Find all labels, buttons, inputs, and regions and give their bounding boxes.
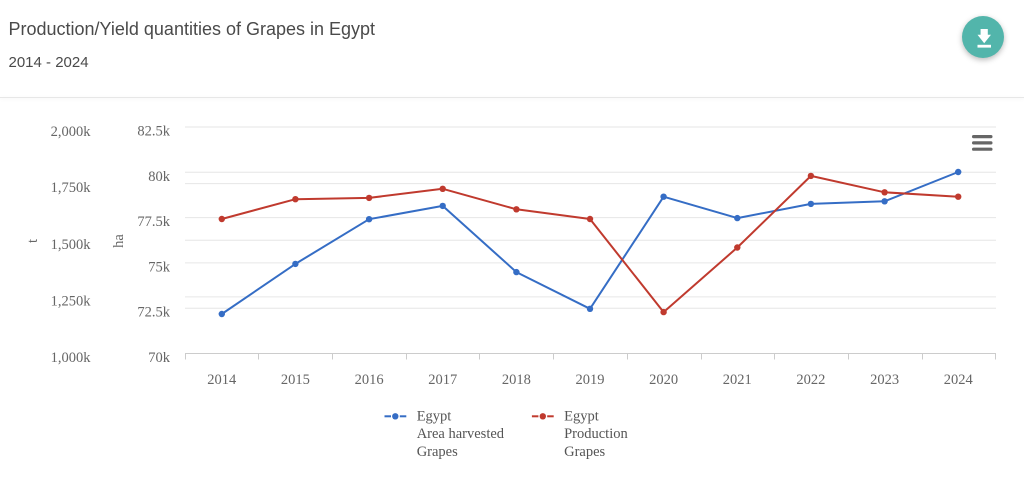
svg-text:80k: 80k <box>148 169 171 185</box>
svg-text:1,750k: 1,750k <box>51 180 92 196</box>
svg-text:82.5k: 82.5k <box>137 124 170 140</box>
svg-text:Egypt: Egypt <box>417 408 452 424</box>
svg-text:Production: Production <box>564 426 628 442</box>
svg-text:2016: 2016 <box>355 372 384 388</box>
svg-text:70k: 70k <box>148 350 171 366</box>
svg-text:Area harvested: Area harvested <box>417 426 505 442</box>
svg-text:ha: ha <box>111 234 127 248</box>
svg-text:2019: 2019 <box>576 372 605 388</box>
svg-text:2021: 2021 <box>723 372 752 388</box>
svg-text:2023: 2023 <box>870 372 899 388</box>
svg-text:2022: 2022 <box>796 372 825 388</box>
svg-text:77.5k: 77.5k <box>137 214 170 230</box>
svg-text:2024: 2024 <box>944 372 974 388</box>
svg-text:1,000k: 1,000k <box>51 350 92 366</box>
svg-text:72.5k: 72.5k <box>137 305 170 321</box>
svg-text:2,000k: 2,000k <box>51 124 92 140</box>
svg-text:t: t <box>25 239 41 243</box>
svg-text:2015: 2015 <box>281 372 310 388</box>
svg-text:2014: 2014 <box>207 372 237 388</box>
svg-text:1,500k: 1,500k <box>51 237 92 253</box>
svg-text:Grapes: Grapes <box>564 444 605 460</box>
svg-text:2020: 2020 <box>649 372 678 388</box>
svg-text:1,250k: 1,250k <box>51 293 92 309</box>
svg-text:Egypt: Egypt <box>564 408 599 424</box>
svg-text:75k: 75k <box>148 259 171 275</box>
svg-text:2017: 2017 <box>428 372 457 388</box>
svg-text:Grapes: Grapes <box>417 444 458 460</box>
svg-text:2018: 2018 <box>502 372 531 388</box>
